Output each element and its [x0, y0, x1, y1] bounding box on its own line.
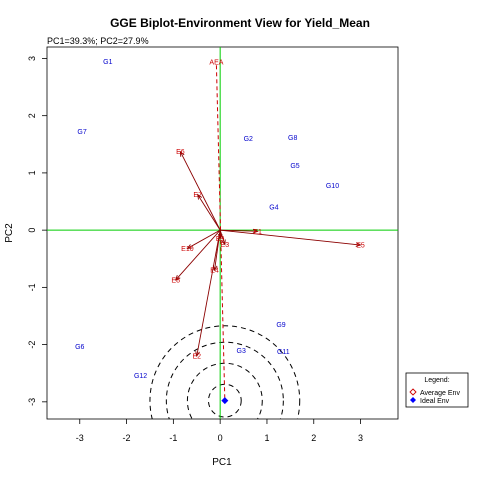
legend-ideal-env-marker — [410, 397, 416, 403]
arrowhead-e10 — [186, 244, 193, 250]
legend-ideal-env-label: Ideal Env — [420, 398, 450, 405]
arrowhead-e7 — [197, 193, 203, 200]
environment-label-e5: E5 — [356, 243, 365, 250]
arrowhead-e5 — [355, 242, 362, 247]
environment-label-e3: E3 — [221, 242, 230, 249]
genotype-label-g6: G6 — [75, 344, 84, 351]
arrowhead-e3 — [221, 239, 226, 246]
arrowhead-e8 — [174, 275, 181, 281]
vector-e10 — [187, 229, 221, 249]
average-environment-axis: AEA — [209, 59, 226, 401]
legend-box — [405, 372, 469, 408]
genotype-label-g2: G2 — [244, 136, 253, 143]
genotype-label-g10: G10 — [326, 183, 339, 190]
genotype-label-g9: G9 — [276, 322, 285, 329]
vector-e5 — [220, 229, 361, 246]
circle-0 — [207, 383, 242, 418]
x-tick-label-0: -3 — [76, 433, 84, 443]
chart-title: GGE Biplot-Environment View for Yield_Me… — [110, 16, 370, 30]
y-tick-label-5: 2 — [27, 113, 37, 118]
ideal-environment — [221, 397, 229, 405]
vector-e1 — [220, 229, 258, 232]
environment-label-e1: E1 — [253, 229, 262, 236]
environment-label-e8: E8 — [171, 277, 180, 284]
x-tick-label-3: 0 — [218, 433, 223, 443]
genotype-label-g12: G12 — [134, 373, 147, 380]
x-tick-label-2: -1 — [169, 433, 177, 443]
environment-label-e10: E10 — [181, 246, 194, 253]
circle-1 — [186, 362, 263, 419]
legend: Legend: Average Env Ideal Env — [405, 372, 469, 408]
y-tick-label-4: 1 — [27, 170, 37, 175]
x-tick-label-6: 3 — [358, 433, 363, 443]
y-tick-label-2: -1 — [27, 283, 37, 291]
x-axis-label: PC1 — [212, 457, 232, 468]
legend-average-env-label: Average Env — [420, 390, 460, 397]
environment-vectors — [174, 150, 362, 358]
y-tick-label-3: 0 — [27, 228, 37, 233]
x-tick-label-5: 2 — [311, 433, 316, 443]
legend-average-env-marker — [409, 388, 417, 396]
x-tick-label-4: 1 — [264, 433, 269, 443]
y-tick-label-6: 3 — [27, 56, 37, 61]
vector-e2 — [196, 230, 221, 357]
y-axis: -3 -2 -1 0 1 2 3 — [27, 56, 47, 406]
concentric-circles — [149, 325, 301, 419]
genotype-label-g7: G7 — [77, 129, 86, 136]
x-tick-label-1: -2 — [123, 433, 131, 443]
circle-2 — [165, 341, 284, 419]
genotype-label-g5: G5 — [290, 163, 299, 170]
environment-label-e9: E9 — [216, 236, 225, 243]
y-tick-label-1: -2 — [27, 341, 37, 349]
arrowhead-e6 — [179, 150, 185, 157]
circle-3 — [149, 325, 301, 419]
environment-label-e4: E4 — [210, 268, 219, 275]
environment-label-e6: E6 — [176, 149, 185, 156]
arrowhead-e1 — [252, 228, 259, 234]
arrowhead-e4 — [212, 265, 218, 272]
y-axis-label: PC2 — [4, 223, 15, 243]
vector-e3 — [219, 229, 226, 245]
genotype-labels: G1 G7 G2 G8 G5 G10 G4 G9 G3 G11 G6 G12 — [75, 59, 339, 380]
genotype-label-g11: G11 — [277, 349, 290, 356]
plot-frame — [46, 46, 399, 420]
vector-e7 — [197, 194, 221, 231]
vector-e6 — [179, 151, 221, 231]
genotype-label-g3: G3 — [237, 348, 246, 355]
x-axis: -3 -2 -1 0 1 2 3 — [76, 419, 363, 443]
y-tick-label-0: -3 — [27, 398, 37, 406]
genotype-label-g4: G4 — [269, 205, 278, 212]
environment-label-e2: E2 — [192, 354, 201, 361]
average-environment-label: AEA — [209, 59, 223, 66]
arrowhead-e2 — [195, 351, 200, 358]
legend-title: Legend: — [424, 377, 449, 384]
chart-subtitle: PC1=39.3%; PC2=27.9% — [47, 36, 149, 46]
arrowhead-e9 — [217, 233, 223, 240]
ideal-environment-marker — [221, 397, 229, 405]
genotype-label-g8: G8 — [288, 135, 297, 142]
genotype-label-g1: G1 — [103, 59, 112, 66]
environment-label-e7: E7 — [193, 192, 202, 199]
vector-e8 — [175, 229, 221, 281]
